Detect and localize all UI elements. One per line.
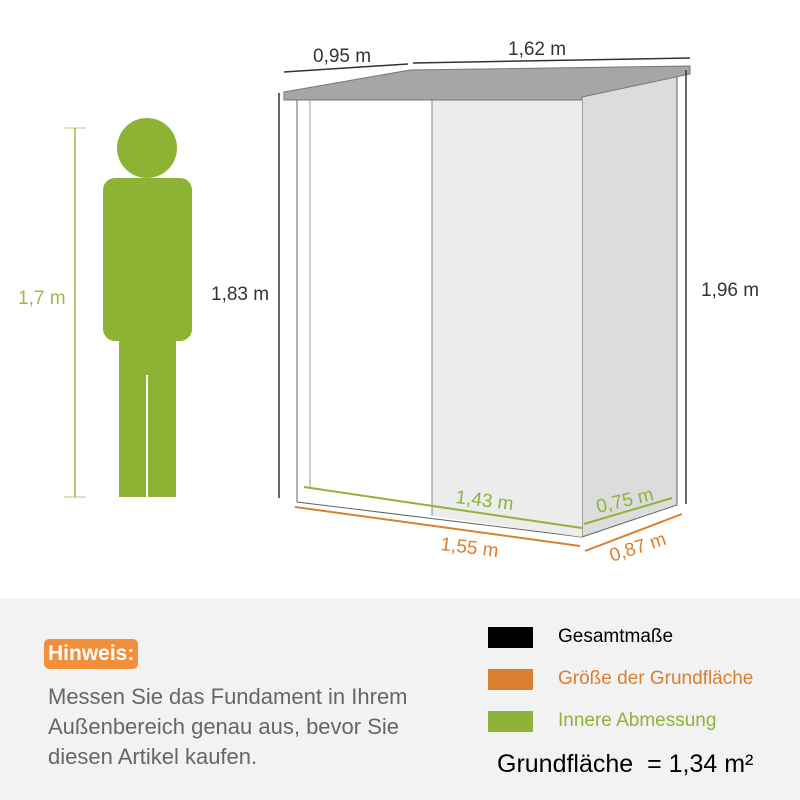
note-badge: Hinweis: <box>44 639 139 669</box>
roof-depth-label: 0,95 m <box>313 46 371 67</box>
base-width-label: 1,55 m <box>439 534 499 562</box>
floor-area: Grundfläche = 1,34 m² <box>497 750 754 778</box>
inner-dimension-lines <box>303 486 673 529</box>
legend-swatch <box>488 626 533 648</box>
legend-item-footprint: Größe der Grundfläche <box>488 668 753 690</box>
info-panel: Hinweis: Messen Sie das Fundament in Ihr… <box>0 598 800 800</box>
person-figure <box>103 118 192 497</box>
overall-dimension-lines <box>278 57 691 504</box>
front-height-label: 1,83 m <box>211 284 269 305</box>
base-depth-label: 0,87 m <box>607 529 669 567</box>
roof-width-label: 1,62 m <box>508 39 566 60</box>
dimension-diagram: 1,7 m 0,95 m 1,62 m 1,83 m 1,96 m 1,43 m… <box>18 39 759 567</box>
back-height-label: 1,96 m <box>701 280 759 301</box>
shed-roof <box>283 65 691 101</box>
footprint-dimension-lines <box>294 506 683 552</box>
legend-label: Innere Abmessung <box>558 710 717 731</box>
person-height-label: 1,7 m <box>18 288 66 309</box>
note-text: Messen Sie das Fundament in Ihrem Außenb… <box>48 684 408 769</box>
legend-swatch <box>488 710 533 732</box>
legend-item-inner: Innere Abmessung <box>488 710 716 732</box>
person-height-dimension <box>64 127 86 498</box>
legend-label: Gesamtmaße <box>558 626 674 647</box>
legend-label: Größe der Grundfläche <box>558 668 754 689</box>
legend-swatch <box>488 668 533 690</box>
shed <box>283 65 691 538</box>
legend-item-overall: Gesamtmaße <box>488 626 673 648</box>
